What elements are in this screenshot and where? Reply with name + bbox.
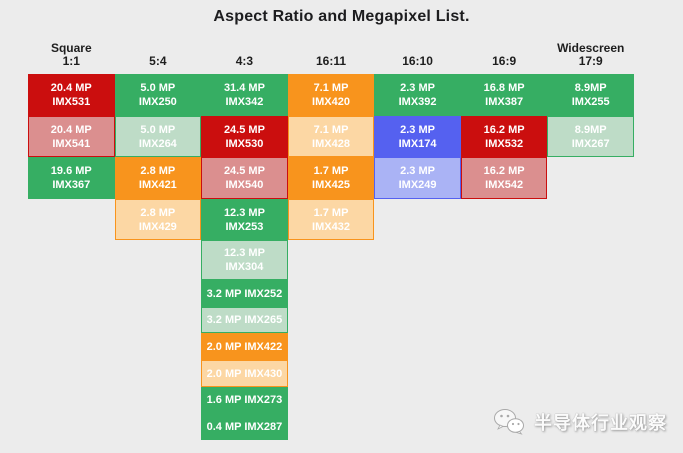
column-header-16-10: 16:10 (402, 54, 433, 68)
cell-line: 20.4 MP (50, 123, 92, 136)
cell-line: 12.3 MP (223, 247, 265, 259)
sensor-cell-imx422: 2.0 MP IMX422 (201, 333, 288, 360)
sensor-cell-imx267: 8.9MP IMX267 (547, 116, 634, 157)
sensor-cell-imx249: 2.3 MP IMX249 (374, 157, 461, 199)
sensor-cell-imx387: 16.8 MP IMX387 (460, 74, 548, 116)
cell-line: 2.0 MP IMX422 (206, 340, 283, 353)
cell-line: 5.0 MP (140, 82, 176, 94)
sensor-cell-imx255: 8.9MP IMX255 (547, 74, 634, 116)
sensor-cell-imx532: 16.2 MP IMX532 (460, 116, 548, 157)
sensor-cell-imx530: 24.5 MP IMX530 (201, 116, 288, 157)
cell-line: 24.5 MP (223, 165, 265, 177)
cell-line: 16.2 MP (483, 165, 525, 177)
sensor-cell-imx367: 19.6 MP IMX367 (28, 157, 115, 199)
sensor-cell-imx392: 2.3 MP IMX392 (374, 74, 461, 116)
sensor-cell-imx541: 20.4 MP IMX541 (28, 116, 115, 157)
cell-line: 16.8 MP (483, 82, 525, 94)
sensor-cell-imx542: 16.2 MP IMX542 (460, 157, 548, 199)
cell-line: 31.4 MP (223, 82, 265, 94)
cell-line: 3.2 MP IMX265 (206, 314, 283, 326)
cell-line: 8.9MP (574, 123, 607, 136)
watermark-text: 半导体行业观察 (534, 412, 667, 433)
cell-line: 20.4 MP (50, 82, 92, 94)
sensor-cell-imx432: 1.7 MP IMX432 (287, 199, 375, 240)
cell-line: IMX250 (138, 96, 177, 108)
sensor-cell-imx264: 5.0 MP IMX264 (114, 116, 202, 157)
sensor-cell-imx425: 1.7 MP IMX425 (287, 157, 375, 199)
cell-line: IMX541 (52, 137, 91, 150)
cell-line: 2.0 MP IMX430 (206, 367, 283, 380)
column-header-widescreen-17-9: Widescreen 17:9 (557, 41, 625, 68)
cell-line: IMX532 (485, 137, 524, 150)
column-header-square-1-1: Square 1:1 (50, 41, 92, 68)
cell-line: IMX531 (52, 96, 91, 108)
cell-line: 19.6 MP (50, 165, 92, 177)
cell-line: IMX428 (312, 137, 350, 150)
cell-line: 1.7 MP (313, 206, 349, 219)
cell-line: IMX255 (571, 96, 610, 108)
cell-line: 1.6 MP IMX273 (206, 394, 283, 406)
cell-line: 2.3 MP (400, 82, 435, 94)
sensor-cell-imx421: 2.8 MP IMX421 (114, 157, 202, 199)
column-header-16-9: 16:9 (492, 54, 517, 68)
cell-line: IMX542 (485, 179, 524, 191)
cell-line: 24.5 MP (223, 123, 265, 136)
cell-line: 0.4 MP IMX287 (206, 420, 283, 433)
sensor-cell-imx252: 3.2 MP IMX252 (201, 280, 288, 307)
cell-line: IMX253 (225, 220, 264, 233)
cell-line: 2.3 MP (400, 123, 435, 136)
cell-line: IMX429 (138, 220, 177, 233)
sensor-cell-imx430: 2.0 MP IMX430 (201, 360, 288, 387)
sensor-cell-imx273: 1.6 MP IMX273 (201, 387, 288, 413)
cell-line: 8.9MP (574, 82, 607, 94)
page-title: Aspect Ratio and Megapixel List. (213, 8, 470, 25)
cell-line: 1.7 MP (313, 165, 349, 177)
cell-line: IMX264 (138, 137, 177, 150)
cell-line: IMX267 (571, 137, 610, 150)
column-headers: Square 1:1 5:4 4:3 16:11 16:10 16:9 Wide… (28, 36, 634, 68)
cell-line: 16.2 MP (483, 123, 525, 136)
cell-line: IMX540 (225, 179, 264, 191)
cell-line: IMX304 (225, 261, 264, 273)
sensor-cell-imx428: 7.1 MP IMX428 (287, 116, 375, 157)
sensor-cell-imx429: 2.8 MP IMX429 (114, 199, 202, 240)
cell-line: 5.0 MP (140, 123, 176, 136)
column-header-16-11: 16:11 (315, 54, 346, 68)
wechat-icon (493, 408, 525, 435)
cell-line: IMX367 (52, 179, 91, 191)
cell-line: 12.3 MP (223, 206, 265, 219)
sensor-cell-imx304: 12.3 MP IMX304 (201, 240, 288, 280)
cell-line: IMX342 (225, 96, 264, 108)
sensor-cell-imx265: 3.2 MP IMX265 (201, 307, 288, 333)
cell-line: IMX420 (312, 96, 350, 108)
sensor-cell-imx253: 12.3 MP IMX253 (201, 199, 288, 240)
sensor-cell-imx250: 5.0 MP IMX250 (114, 74, 202, 116)
sensor-cell-imx287: 0.4 MP IMX287 (201, 413, 288, 440)
column-header-5-4: 5:4 (149, 54, 167, 68)
cell-line: 2.8 MP (140, 206, 176, 219)
sensor-cell-imx342: 31.4 MP IMX342 (201, 74, 288, 116)
cell-line: IMX432 (312, 220, 350, 233)
cell-line: IMX249 (398, 179, 437, 191)
cell-line: 7.1 MP (313, 123, 349, 136)
cell-line: IMX530 (225, 137, 264, 150)
cell-line: IMX421 (138, 179, 177, 191)
sensor-cell-imx531: 20.4 MP IMX531 (28, 74, 115, 116)
sensor-cell-imx420: 7.1 MP IMX420 (287, 74, 375, 116)
cell-line: 2.8 MP (140, 165, 176, 177)
aspect-ratio-grid: 20.4 MP IMX531 20.4 MP IMX541 19.6 MP IMX367 5… (28, 74, 634, 440)
cell-line: IMX392 (398, 96, 437, 108)
sensor-cell-imx540: 24.5 MP IMX540 (201, 157, 288, 199)
column-header-4-3: 4:3 (235, 54, 254, 68)
cell-line: IMX174 (398, 137, 437, 150)
cell-line: IMX425 (312, 179, 350, 191)
cell-line: IMX387 (485, 96, 524, 108)
watermark: 半导体行业观察 (493, 408, 667, 435)
cell-line: 7.1 MP (313, 82, 349, 94)
cell-line: 2.3 MP (400, 165, 435, 177)
sensor-cell-imx174: 2.3 MP IMX174 (374, 116, 461, 157)
cell-line: 3.2 MP IMX252 (206, 287, 283, 300)
